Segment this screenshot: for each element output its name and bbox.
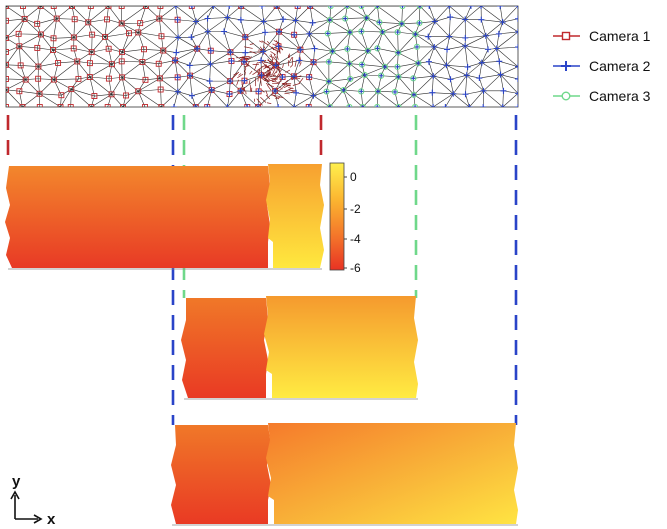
colorbar-tick-neg6: -6 — [350, 261, 361, 275]
x-axis-label: x — [47, 511, 56, 528]
legend-label-camera-2: Camera 2 — [589, 58, 651, 74]
legend-item-camera-3: Camera 3 — [553, 88, 651, 104]
field-map-camera-1 — [5, 164, 324, 270]
colorbar-tick-0: 0 — [350, 170, 357, 184]
field-region-left — [171, 425, 271, 524]
field-region-right — [264, 296, 418, 398]
y-arrow-icon — [10, 490, 20, 500]
mesh-panel — [5, 5, 519, 108]
colorbar-gradient — [329, 162, 345, 271]
field-map-camera-3 — [181, 296, 418, 400]
plus-marker-icon — [561, 61, 571, 71]
legend: Camera 1 Camera 2 Camera 3 — [553, 28, 651, 104]
square-marker-icon — [561, 31, 571, 41]
colorbar: 0 -2 -4 -6 — [329, 162, 361, 275]
field-region-right — [266, 423, 518, 524]
legend-label-camera-1: Camera 1 — [589, 28, 651, 44]
field-region-left — [181, 298, 268, 398]
colorbar-tick-neg4: -4 — [350, 232, 361, 246]
legend-item-camera-1: Camera 1 — [553, 28, 651, 44]
legend-item-camera-2: Camera 2 — [553, 58, 651, 74]
y-axis-label: y — [12, 473, 21, 490]
x-arrow-icon — [33, 514, 43, 524]
colorbar-tick-neg2: -2 — [350, 202, 361, 216]
triangular-mesh — [6, 6, 518, 107]
field-region-left — [5, 166, 270, 268]
legend-label-camera-3: Camera 3 — [589, 88, 651, 104]
field-map-camera-2 — [171, 423, 518, 526]
circle-marker-icon — [561, 91, 571, 101]
axes-indicator: y x — [10, 473, 56, 528]
field-region-right — [266, 164, 324, 268]
